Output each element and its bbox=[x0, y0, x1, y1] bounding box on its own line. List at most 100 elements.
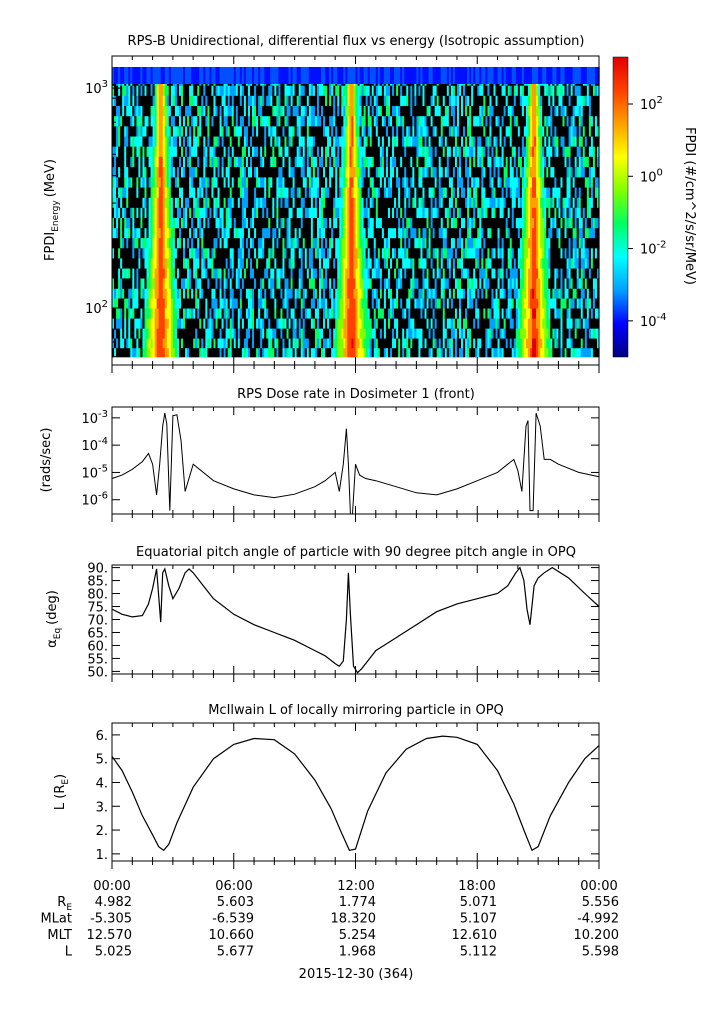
spectrogram-cell bbox=[288, 247, 292, 259]
spectrogram-cell bbox=[410, 297, 413, 309]
spectrogram-cell bbox=[278, 166, 282, 178]
spectrogram-cell bbox=[442, 115, 446, 127]
spectrogram-cell bbox=[381, 125, 385, 137]
spectrogram-cell bbox=[209, 328, 213, 339]
spectrogram-cell bbox=[233, 217, 237, 229]
spectrogram-cell bbox=[170, 328, 174, 339]
spectrogram-cell bbox=[178, 257, 182, 269]
spectrogram-cell bbox=[292, 115, 296, 127]
spectrogram-cell bbox=[292, 317, 296, 329]
spectrogram-cell bbox=[355, 277, 359, 289]
spectrogram-cell bbox=[428, 85, 432, 96]
spectrogram-cell bbox=[112, 115, 115, 127]
spectrogram-cell bbox=[424, 197, 428, 208]
spectrogram-cell bbox=[383, 166, 387, 178]
spectrogram-cell bbox=[300, 166, 304, 178]
spectrogram-cell bbox=[333, 227, 336, 239]
spectrogram-cell bbox=[385, 197, 389, 208]
spectrogram-cell bbox=[124, 186, 127, 198]
spectrogram-cell bbox=[335, 288, 338, 299]
spectrogram-cell bbox=[298, 257, 302, 269]
spectrogram-cell bbox=[176, 197, 180, 208]
spectrogram-cell bbox=[237, 135, 241, 147]
spectrogram-cell bbox=[272, 85, 275, 96]
spectrogram-cell bbox=[215, 115, 219, 127]
spectrogram-cell bbox=[268, 288, 271, 299]
spectrogram-cell bbox=[321, 288, 324, 299]
spectrogram-cell bbox=[203, 186, 206, 198]
spectrogram-cell bbox=[316, 217, 320, 229]
spectrogram-cell bbox=[416, 347, 420, 358]
spectrogram-cell bbox=[377, 337, 381, 349]
spectrogram-cell bbox=[148, 247, 152, 259]
spectrogram-cell bbox=[272, 267, 275, 279]
spectrogram-cell bbox=[375, 337, 379, 349]
spectrogram-cell bbox=[142, 257, 146, 269]
spectrogram-cell bbox=[292, 257, 296, 269]
spectrogram-cell bbox=[296, 166, 300, 178]
spectrogram-cell bbox=[329, 105, 332, 117]
spectrogram-cell bbox=[396, 156, 399, 168]
spectrogram-cell bbox=[377, 85, 381, 96]
spectrogram-cell bbox=[114, 186, 117, 198]
spectrogram-cell bbox=[280, 186, 284, 198]
spectrogram-cell bbox=[444, 115, 448, 127]
spectrogram-cell bbox=[120, 277, 123, 289]
spectrogram-cell bbox=[406, 347, 409, 358]
spectrogram-cell bbox=[387, 307, 391, 319]
spectrogram-cell bbox=[286, 247, 290, 259]
spectrogram-cell bbox=[377, 135, 381, 147]
spectrogram-cell bbox=[209, 257, 213, 269]
spectrogram-cell bbox=[203, 125, 206, 137]
spectrogram-cell bbox=[400, 156, 403, 168]
spectrogram-cell bbox=[312, 156, 316, 168]
spectrogram-cell bbox=[193, 337, 196, 349]
spectrogram-cell bbox=[276, 307, 279, 319]
spectrogram-cell bbox=[203, 146, 206, 157]
spectrogram-cell bbox=[402, 288, 405, 299]
spectrogram-cell bbox=[347, 125, 351, 137]
spectrogram-cell bbox=[221, 115, 225, 127]
spectrogram-cell bbox=[394, 317, 397, 329]
spectrogram-cell bbox=[365, 297, 369, 309]
spectrogram-cell bbox=[118, 186, 121, 198]
spectrogram-cell bbox=[434, 135, 438, 147]
spectrogram-cell bbox=[260, 197, 263, 208]
spectrogram-cell bbox=[323, 85, 326, 96]
spectrogram-cell bbox=[262, 207, 265, 219]
spectrogram-cell bbox=[237, 156, 241, 168]
spectrogram-cell bbox=[276, 85, 279, 96]
spectrogram-cell bbox=[231, 197, 235, 208]
spectrogram-cell bbox=[284, 227, 288, 239]
spectrogram-cell bbox=[300, 277, 304, 289]
spectrogram-cell bbox=[189, 95, 192, 107]
spectrogram-cell bbox=[341, 85, 344, 96]
spectrogram-cell bbox=[400, 277, 403, 289]
spectrogram-cell bbox=[219, 247, 223, 259]
spectrogram-cell bbox=[266, 347, 269, 358]
spectrogram-cell bbox=[176, 85, 180, 96]
spectrogram-cell bbox=[272, 337, 275, 349]
spectrogram-cell bbox=[367, 267, 371, 279]
spectrogram-cell bbox=[256, 297, 259, 309]
spectrogram-cell bbox=[126, 217, 129, 229]
spectrogram-cell bbox=[168, 186, 172, 198]
spectrogram-cell bbox=[357, 227, 361, 239]
spectrogram-cell bbox=[300, 328, 304, 339]
spectrogram-cell bbox=[406, 297, 409, 309]
spectrogram-cell bbox=[412, 207, 415, 219]
spectrogram-cell bbox=[227, 237, 231, 249]
spectrogram-cell bbox=[199, 186, 202, 198]
spectrogram-cell bbox=[193, 277, 196, 289]
spectrogram-cell bbox=[432, 176, 436, 188]
spectrogram-cell bbox=[156, 307, 160, 319]
spectrogram-cell bbox=[414, 277, 417, 289]
spectrogram-cell bbox=[241, 227, 245, 239]
spectrogram-cell bbox=[398, 337, 401, 349]
spectrogram-cell bbox=[412, 95, 415, 107]
spectrogram-cell bbox=[438, 186, 442, 198]
spectrogram-cell bbox=[353, 105, 357, 117]
spectrogram-cell bbox=[402, 277, 405, 289]
spectrogram-cell bbox=[247, 307, 251, 319]
spectrogram-cell bbox=[252, 307, 255, 319]
